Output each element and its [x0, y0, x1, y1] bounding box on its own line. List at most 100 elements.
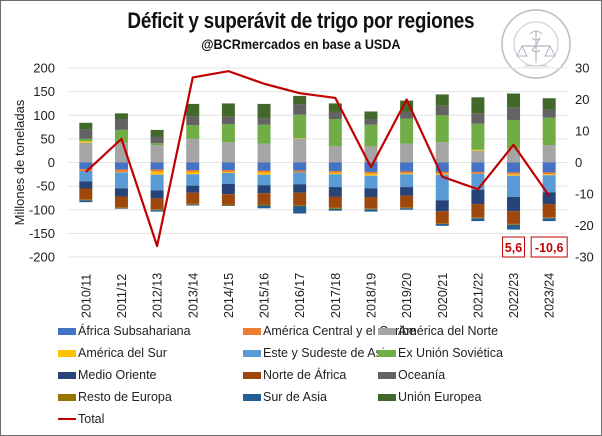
bar-segment	[507, 224, 521, 230]
bar-segment	[435, 142, 449, 163]
bar-segment	[507, 107, 521, 120]
bar-segment	[186, 116, 200, 126]
bar-segment	[114, 162, 128, 170]
legend-swatch	[58, 393, 76, 401]
bar-segment	[328, 207, 342, 209]
bar-segment	[257, 103, 271, 119]
bar-segment	[221, 124, 235, 143]
legend-label: Total	[78, 412, 105, 426]
bar-segment	[221, 171, 235, 173]
y-tick-label: 100	[33, 108, 55, 123]
bcr-logo-icon	[501, 9, 571, 79]
bar-segment	[471, 150, 485, 163]
bar-segment	[364, 171, 378, 174]
bar-segment	[257, 193, 271, 205]
legend-swatch	[378, 371, 396, 379]
x-tick-label: 2021/22	[471, 273, 485, 318]
legend-swatch	[378, 327, 396, 335]
y2-tick-label: 30	[575, 61, 589, 76]
bar-segment	[471, 162, 485, 172]
bar-segment	[150, 145, 164, 163]
bar-segment	[435, 223, 449, 226]
annotation-box	[502, 236, 526, 258]
bar-segment	[471, 149, 485, 151]
bar-segment	[328, 187, 342, 197]
bar-stack-2017/18	[328, 103, 342, 211]
bar-segment	[542, 217, 556, 219]
bar-segment	[542, 117, 556, 146]
bar-segment	[507, 196, 521, 212]
bar-stack-2016/17	[293, 95, 307, 214]
bar-segment	[293, 172, 307, 185]
legend-item: Unión Europea	[378, 390, 481, 404]
y2-tick-label: -10	[575, 187, 594, 202]
legend-item: Medio Oriente	[58, 368, 157, 382]
bar-segment	[186, 185, 200, 193]
bar-stack-2012/13	[150, 129, 164, 212]
bar-segment	[150, 198, 164, 210]
bar-segment	[435, 115, 449, 143]
y-axis-label: Millones de toneladas	[12, 99, 27, 225]
bar-segment	[435, 174, 449, 201]
bar-segment	[435, 171, 449, 174]
bar-segment	[186, 174, 200, 186]
bar-segment	[150, 143, 164, 146]
bar-segment	[507, 93, 521, 108]
bar-segment	[114, 119, 128, 130]
bar-stack-2015/16	[257, 103, 271, 209]
legend-item: Resto de Europa	[58, 390, 172, 404]
bar-segment	[471, 113, 485, 124]
bar-segment	[293, 170, 307, 173]
legend-swatch	[58, 327, 76, 335]
legend-item: Sur de Asia	[243, 390, 327, 404]
bar-segment	[328, 171, 342, 173]
bar-segment	[293, 114, 307, 139]
bar-segment	[400, 187, 414, 196]
bar-segment	[221, 170, 235, 172]
bar-segment	[221, 172, 235, 184]
bar-segment	[542, 172, 556, 175]
bar-segment	[79, 199, 93, 201]
bar-segment	[471, 123, 485, 150]
bar-segment	[542, 145, 556, 163]
bar-segment	[542, 218, 556, 222]
bar-segment	[186, 171, 200, 175]
bar-segment	[471, 217, 485, 219]
legend-label: Medio Oriente	[78, 368, 157, 382]
legend-label: Norte de África	[263, 368, 347, 382]
bar-segment	[257, 170, 271, 173]
bar-segment	[293, 205, 307, 214]
bar-segment	[79, 171, 93, 182]
bar-segment	[542, 162, 556, 173]
y-axis-title: Millones de toneladas	[12, 99, 27, 225]
bar-segment	[186, 125, 200, 139]
bar-stack-2020/21	[435, 94, 449, 226]
x-tick-label: 2018/19	[364, 273, 378, 318]
chart-title: Déficit y superávit de trigo por regione…	[127, 8, 475, 33]
bar-segment	[507, 174, 521, 176]
bar-segment	[471, 97, 485, 114]
bar-segment	[150, 136, 164, 144]
bar-segment	[542, 174, 556, 176]
x-tick-label: 2010/11	[79, 274, 93, 318]
bar-segment	[257, 162, 271, 171]
legend-item: Total	[58, 412, 104, 426]
y-axis-left: 200 150 100 50 0 -50 -100 -150 -200	[29, 61, 55, 265]
bar-segment	[293, 95, 307, 105]
legend-swatch	[243, 349, 261, 357]
bar-segment	[114, 169, 128, 172]
bar-segment	[364, 124, 378, 147]
bar-segment	[400, 174, 414, 188]
y2-tick-label: -30	[575, 250, 594, 265]
bar-segment	[293, 184, 307, 193]
legend-item: Oceanía	[378, 368, 445, 382]
bar-segment	[186, 138, 200, 163]
bar-segment	[400, 100, 414, 112]
bar-segment	[221, 194, 235, 205]
legend-swatch	[58, 349, 76, 357]
legend-label: Ex Unión Soviética	[398, 346, 503, 360]
chart-subtitle: @BCRmercados en base a USDA	[201, 36, 401, 52]
y-axis-right: 30 20 10 0 -10 -20 -30	[575, 61, 594, 265]
